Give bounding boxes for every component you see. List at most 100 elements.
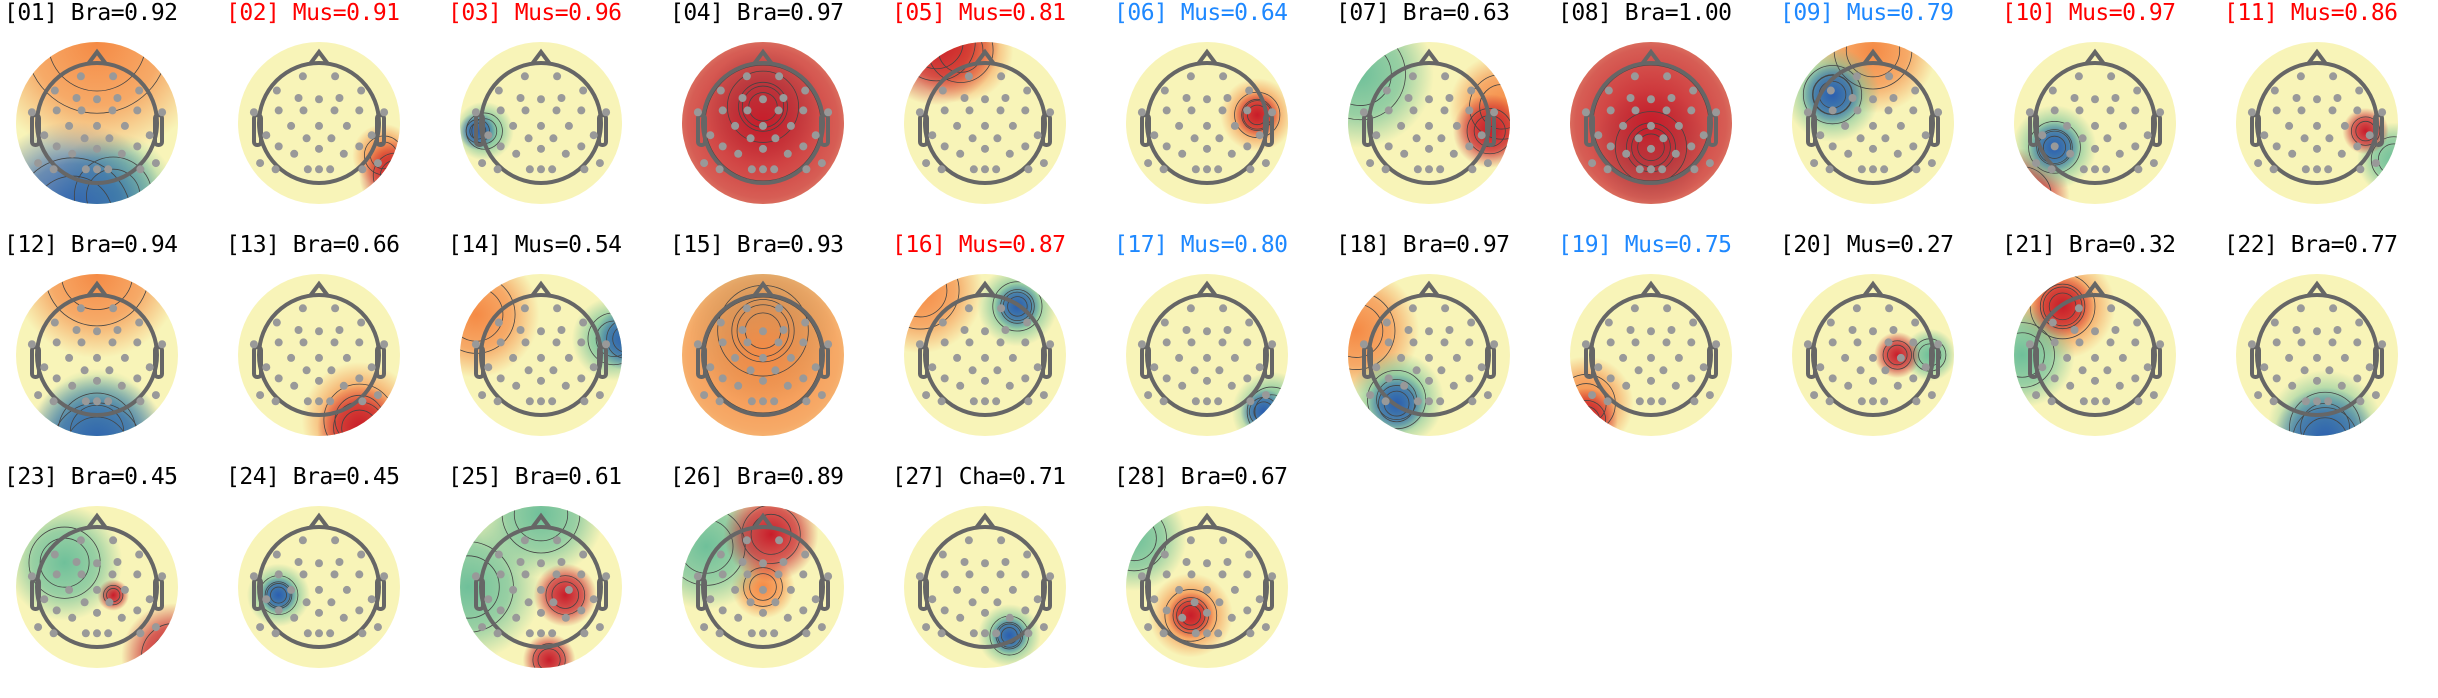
component-24[interactable]: [24] Bra=0.45 [224,464,446,698]
contour-line [1164,589,1218,642]
electrode-dot [2156,108,2165,117]
component-title: [18] Bra=0.97 [1336,232,1510,258]
component-index: [21] [2002,232,2056,258]
electrode-dot [49,629,58,638]
electrode-dot [1581,340,1590,349]
electrode-dot [1425,95,1433,104]
component-class-label: Bra=0.45 [57,464,178,490]
component-2[interactable]: [02] Mus=0.91 [224,0,446,234]
electrode-dot [109,72,118,81]
electrode-dot [922,391,931,400]
electrode-dot [40,131,49,140]
component-index: [14] [448,232,502,258]
electrode-dot [1631,106,1640,115]
electrode-dot [1934,108,1943,117]
electrode-dot [2378,108,2387,117]
electrode-dot [577,606,586,615]
component-16[interactable]: [16] Mus=0.87 [890,232,1112,466]
electrode-dot [759,327,767,336]
electrode-dot [811,363,820,372]
component-title: [01] Bra=0.92 [4,0,178,26]
component-title: [03] Mus=0.96 [448,0,622,26]
component-9[interactable]: [09] Mus=0.79 [1778,0,2000,234]
component-index: [07] [1336,0,1390,26]
component-11[interactable]: [11] Mus=0.86 [2222,0,2438,234]
component-23[interactable]: [23] Bra=0.45 [2,464,224,698]
component-21[interactable]: [21] Bra=0.32 [2000,232,2222,466]
component-19[interactable]: [19] Mus=0.75 [1556,232,1778,466]
electrode-dot [2050,106,2059,115]
electrode-dot [759,95,767,104]
component-13[interactable]: [13] Bra=0.66 [224,232,446,466]
electrode-dot [2156,340,2165,349]
electrode-dot [2272,142,2281,151]
electrode-dot [1671,381,1680,390]
component-index: [16] [892,232,946,258]
electrode-dot [290,613,299,622]
electrode-dot [2103,366,2112,375]
electrode-dot [937,629,946,638]
component-1[interactable]: [01] Bra=0.92 [2,0,224,234]
component-25[interactable]: [25] Bra=0.61 [446,464,668,698]
component-7[interactable]: [07] Bra=0.63 [1334,0,1556,234]
contour-line [1126,506,1167,572]
electrode-dot [2355,86,2364,95]
electrode-dot [1023,86,1032,95]
electrode-dot [940,142,949,151]
head-outline [2250,280,2384,417]
electrode-dot [158,572,167,581]
electrode-dot [380,572,389,581]
electrode-dot [2297,106,2306,115]
electrode-dot [2066,149,2075,158]
component-18[interactable]: [18] Bra=0.97 [1334,232,1556,466]
electrode-dot [1662,106,1671,115]
component-26[interactable]: [26] Bra=0.89 [668,464,890,698]
electrode-dot [552,338,561,347]
component-title: [11] Mus=0.86 [2224,0,2398,26]
topomap [460,42,622,204]
electrode-dot [1690,165,1699,174]
electrode-dot [271,629,280,638]
electrode-dot [2260,363,2269,372]
component-3[interactable]: [03] Mus=0.96 [446,0,668,234]
contour-line [1882,340,1912,370]
component-4[interactable]: [04] Bra=0.97 [668,0,890,234]
electrode-dot [1214,629,1223,638]
electrode-dot [1436,165,1445,174]
component-8[interactable]: [08] Bra=1.00 [1556,0,1778,234]
electrode-dot [716,86,725,95]
electrode-dot [561,149,570,158]
component-6[interactable]: [06] Mus=0.64 [1112,0,1334,234]
electrode-dot [1465,374,1474,383]
topomap [238,274,400,436]
electrode-dot [274,570,283,579]
electrode-dot [548,165,557,174]
electrode-dot [2025,108,2034,117]
component-class-label: Cha=0.71 [945,464,1066,490]
contour-line [2014,322,2055,388]
electrode-dot [811,595,820,604]
nose-icon [1640,48,1662,66]
electrode-dot [1885,304,1894,313]
electrode-dot [579,86,588,95]
component-10[interactable]: [10] Mus=0.97 [2000,0,2222,234]
electrode-dot [52,338,61,347]
component-22[interactable]: [22] Bra=0.77 [2222,232,2438,466]
electrode-dot [1219,72,1228,81]
head-outline [30,512,164,649]
component-14[interactable]: [14] Mus=0.54 [446,232,668,466]
component-17[interactable]: [17] Mus=0.80 [1112,232,1334,466]
electrode-dot [2292,94,2301,102]
component-27[interactable]: [27] Cha=0.71 [890,464,1112,698]
component-5[interactable]: [05] Mus=0.81 [890,0,1112,234]
electrode-dot [494,86,503,95]
component-20[interactable]: [20] Mus=0.27 [1778,232,2000,466]
nose-icon [752,280,774,298]
component-15[interactable]: [15] Bra=0.93 [668,232,890,466]
contour-line [2292,407,2358,436]
electrode-dot [1230,585,1239,594]
component-28[interactable]: [28] Bra=0.67 [1112,464,1334,698]
contour-line [537,648,561,668]
component-12[interactable]: [12] Bra=0.94 [2,232,224,466]
electrode-dot [52,106,61,115]
